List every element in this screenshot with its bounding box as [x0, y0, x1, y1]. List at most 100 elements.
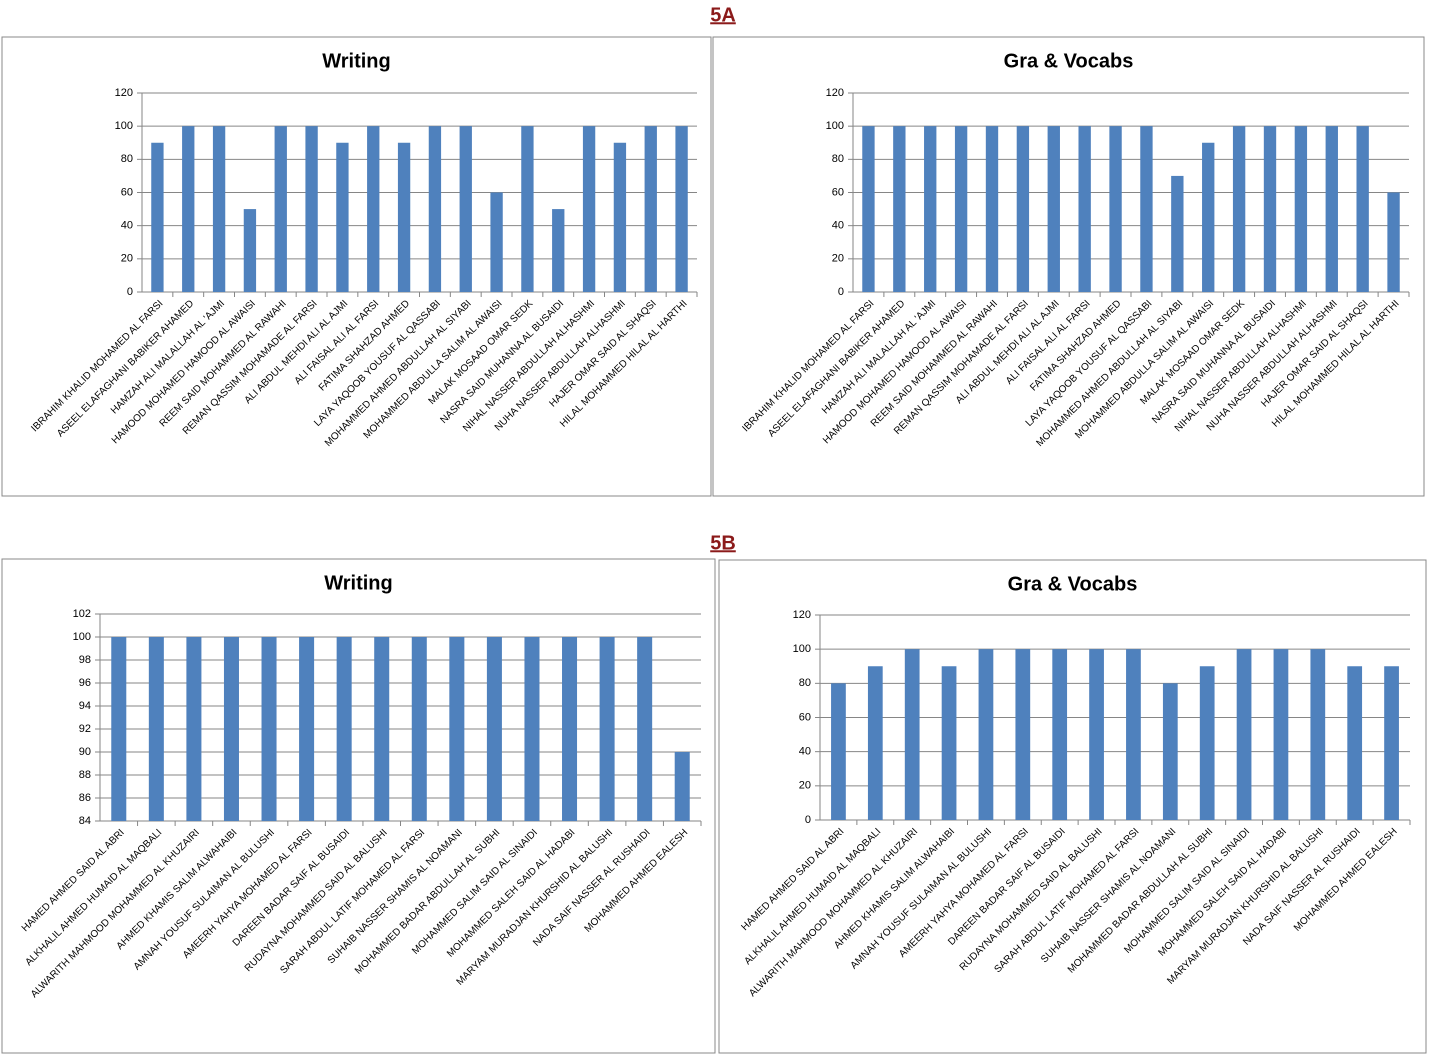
- bar: [411, 637, 427, 821]
- section-heading: 5A: [710, 4, 736, 26]
- y-tick-label: 80: [121, 153, 133, 165]
- bar: [1052, 649, 1068, 820]
- bar: [582, 126, 596, 293]
- bar: [243, 209, 257, 292]
- bar: [1232, 126, 1246, 293]
- bar: [521, 126, 534, 293]
- y-tick-label: 120: [793, 609, 811, 621]
- bar: [151, 142, 164, 292]
- y-tick-label: 96: [79, 677, 91, 689]
- bar: [486, 637, 502, 821]
- bar: [1140, 126, 1153, 293]
- y-tick-label: 60: [799, 711, 811, 723]
- chart-title: Gra & Vocabs: [1004, 50, 1134, 72]
- y-tick-label: 20: [121, 253, 133, 265]
- bar: [490, 192, 503, 292]
- chart-title: Gra & Vocabs: [1008, 573, 1138, 595]
- bar: [831, 683, 846, 820]
- bar: [111, 637, 127, 821]
- y-tick-label: 0: [805, 814, 811, 826]
- chart-frame: [712, 36, 1425, 497]
- y-tick-label: 98: [79, 654, 91, 666]
- bar: [1325, 126, 1338, 293]
- bar: [1356, 126, 1369, 293]
- y-tick-label: 0: [127, 286, 133, 298]
- section-heading: 5B: [710, 532, 736, 554]
- bar: [1015, 649, 1031, 820]
- y-tick-label: 60: [832, 186, 844, 198]
- y-tick-label: 84: [79, 815, 91, 827]
- bar: [562, 637, 578, 821]
- bar: [148, 637, 164, 821]
- y-tick-label: 40: [832, 220, 844, 232]
- bar: [867, 666, 883, 820]
- bar: [1294, 126, 1308, 293]
- bar: [893, 126, 906, 293]
- y-tick-label: 120: [115, 87, 133, 99]
- chart-title: Writing: [322, 50, 391, 72]
- bar: [1109, 126, 1122, 293]
- y-tick-label: 120: [826, 87, 844, 99]
- bar: [182, 126, 195, 293]
- bar: [1016, 126, 1030, 293]
- bar: [428, 126, 442, 293]
- bar: [1310, 649, 1326, 820]
- y-tick-label: 102: [73, 608, 91, 620]
- y-tick-label: 92: [79, 723, 91, 735]
- bar: [299, 637, 315, 821]
- y-tick-label: 86: [79, 792, 91, 804]
- bar: [862, 126, 875, 293]
- bar: [1384, 666, 1399, 820]
- bar: [1126, 649, 1141, 820]
- bar: [1162, 683, 1178, 820]
- y-tick-label: 80: [799, 677, 811, 689]
- y-tick-label: 80: [832, 153, 844, 165]
- bar: [1078, 126, 1091, 293]
- y-tick-label: 100: [73, 631, 91, 643]
- bar: [1047, 126, 1060, 293]
- y-tick-label: 40: [121, 220, 133, 232]
- bar: [1263, 126, 1277, 293]
- bar: [978, 649, 994, 820]
- bar: [941, 666, 957, 820]
- bar: [924, 126, 937, 293]
- bar: [186, 637, 202, 821]
- bar: [613, 142, 627, 292]
- chart-frame: [1, 36, 712, 497]
- chart-title: Writing: [324, 572, 393, 594]
- bar: [223, 637, 239, 821]
- bar: [1347, 666, 1363, 820]
- y-tick-label: 94: [79, 700, 91, 712]
- bar: [374, 637, 390, 821]
- y-tick-label: 20: [799, 780, 811, 792]
- y-tick-label: 88: [79, 769, 91, 781]
- bar: [1089, 649, 1104, 820]
- bar: [212, 126, 226, 293]
- y-tick-label: 100: [826, 120, 844, 132]
- y-tick-label: 100: [793, 643, 811, 655]
- bar: [305, 126, 318, 293]
- bar: [675, 126, 688, 293]
- y-tick-label: 20: [832, 253, 844, 265]
- y-tick-label: 40: [799, 746, 811, 758]
- bar: [261, 637, 277, 821]
- bar: [985, 126, 999, 293]
- bar: [367, 126, 380, 293]
- bar: [954, 126, 968, 293]
- bar: [524, 637, 540, 821]
- bar: [397, 142, 411, 292]
- bar: [1202, 142, 1215, 292]
- bar: [599, 637, 615, 821]
- bar: [336, 637, 352, 821]
- bar: [1171, 175, 1184, 292]
- bar: [1236, 649, 1252, 820]
- bar: [1387, 192, 1400, 292]
- bar: [552, 209, 565, 292]
- bar: [674, 752, 690, 821]
- bar: [904, 649, 920, 820]
- bar: [644, 126, 657, 293]
- bar: [336, 142, 349, 292]
- bar: [459, 126, 472, 293]
- y-tick-label: 60: [121, 186, 133, 198]
